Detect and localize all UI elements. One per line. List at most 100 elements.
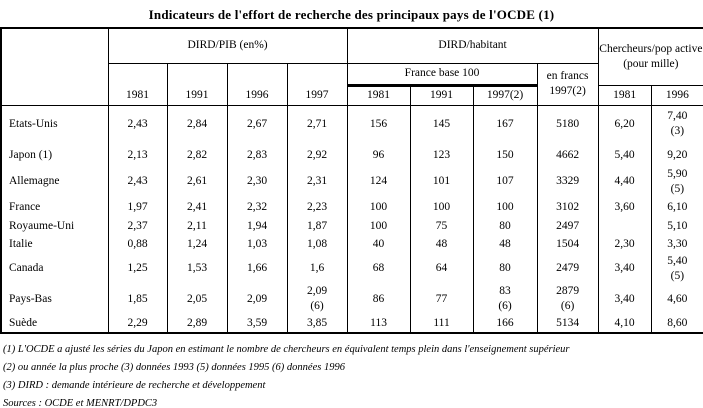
value-cell: 3,40 [597,253,652,284]
value-cell: 1,85 [107,283,168,315]
value-cell: 1,53 [166,253,228,284]
value-cell: 8,60 [650,314,703,333]
table-row: Etats-Unis 2,43 2,84 2,67 2,71 156 145 167 5180 6… [0,105,703,143]
table-row: Royaume-Uni 2,37 2,11 1,94 1,87 100 75 80 2497 5,… [0,217,703,235]
value-cell: 5,10 [650,217,703,235]
value-cell: 2,41 [166,196,228,218]
table-row: Canada 1,25 1,53 1,66 1,6 68 64 80 2479 3,40 5,40 … [0,253,703,284]
value-cell: 4,10 [597,314,652,333]
value-cell: 101 [409,167,474,197]
value-cell: 145 [409,105,474,143]
value-cell: 156 [346,105,411,143]
value-cell: 150 [472,143,538,167]
value-cell: 1,94 [226,217,288,235]
value-cell: 4,60 [650,283,703,315]
value-cell: 48 [472,234,538,254]
value-cell: 1,97 [107,196,168,218]
country-cell: Suède [0,314,109,333]
value-cell: 2,09 [226,283,288,315]
value-cell: 2,05 [166,283,228,315]
value-cell: 2497 [536,217,599,235]
year-header: 1997 [286,62,348,106]
footnotes: (1) L'OCDE a ajusté les séries du Japon … [0,334,703,408]
value-cell: 2,92 [286,143,348,167]
table-row: Suède 2,29 2,89 3,59 3,85 113 111 166 5134 4,10 8,… [0,314,703,333]
value-cell: 2,30 [226,167,288,197]
value-cell: 124 [346,167,411,197]
value-cell: 1,03 [226,234,288,254]
country-cell: Allemagne [0,167,109,197]
value-cell: 1,25 [107,253,168,284]
table-row: Pays-Bas 1,85 2,05 2,09 2,09 (6) 86 77 83 (6) 28… [0,283,703,315]
group-header-chercheurs: Chercheurs/pop active (pour mille) [597,27,703,86]
subgroup-header-france-base-100: France base 100 [346,62,538,87]
value-cell: 3102 [536,196,599,218]
table-header: DIRD/PIB (en%) DIRD/habitant Chercheurs/… [0,27,703,106]
value-cell: 2,09 (6) [286,283,348,315]
note-line: Sources : OCDE et MENRT/DPDC3 [3,398,158,408]
value-cell: 80 [472,217,538,235]
value-cell: 3,40 [597,283,652,315]
value-cell: 2,23 [286,196,348,218]
country-cell: Japon (1) [0,143,109,167]
value-cell: 75 [409,217,474,235]
year-header: 1997(2) [472,84,538,106]
value-cell: 167 [472,105,538,143]
country-cell: Italie [0,234,109,254]
value-cell: 86 [346,283,411,315]
country-cell: Canada [0,253,109,284]
value-cell: 100 [409,196,474,218]
value-cell: 5,90 (5) [650,167,703,197]
value-cell: 68 [346,253,411,284]
year-header: 1991 [409,84,474,106]
subgroup-header-en-francs: en francs 1997(2) [536,62,599,106]
value-cell: 2479 [536,253,599,284]
country-cell: Pays-Bas [0,283,109,315]
group-header-dird-pib: DIRD/PIB (en%) [107,27,348,64]
value-cell: 2,32 [226,196,288,218]
country-cell: Etats-Unis [0,105,109,143]
value-cell: 1504 [536,234,599,254]
value-cell: 2,13 [107,143,168,167]
value-cell: 100 [472,196,538,218]
value-cell: 77 [409,283,474,315]
value-cell: 80 [472,253,538,284]
value-cell: 2,67 [226,105,288,143]
value-cell: 1,24 [166,234,228,254]
indicators-table: DIRD/PIB (en%) DIRD/habitant Chercheurs/… [0,27,703,334]
value-cell: 0,88 [107,234,168,254]
value-cell: 2,83 [226,143,288,167]
note-line: (1) L'OCDE a ajusté les séries du Japon … [3,343,570,355]
table-body: Etats-Unis 2,43 2,84 2,67 2,71 156 145 167 5180 6… [0,105,703,333]
value-cell: 2,82 [166,143,228,167]
country-cell: France [0,196,109,218]
value-cell: 48 [409,234,474,254]
year-header: 1981 [346,84,411,106]
value-cell: 166 [472,314,538,333]
value-cell: 2,11 [166,217,228,235]
value-cell: 2,29 [107,314,168,333]
year-header: 1981 [107,62,168,106]
value-cell: 5,40 [597,143,652,167]
value-cell: 83 (6) [472,283,538,315]
value-cell: 1,87 [286,217,348,235]
value-cell: 111 [409,314,474,333]
value-cell: 3,59 [226,314,288,333]
value-cell: 5,40 (5) [650,253,703,284]
value-cell: 6,20 [597,105,652,143]
value-cell: 5134 [536,314,599,333]
value-cell: 9,20 [650,143,703,167]
value-cell: 3329 [536,167,599,197]
value-cell: 2,89 [166,314,228,333]
value-cell: 5180 [536,105,599,143]
table-row: Italie 0,88 1,24 1,03 1,08 40 48 48 1504 2,30 3,30 [0,234,703,254]
value-cell: 64 [409,253,474,284]
note-line: (2) ou année la plus proche (3) données … [3,361,345,373]
table-row: Japon (1) 2,13 2,82 2,83 2,92 96 123 150 4662 5,4… [0,143,703,167]
value-cell: 2,43 [107,105,168,143]
value-cell: 2,84 [166,105,228,143]
value-cell: 96 [346,143,411,167]
value-cell: 2,43 [107,167,168,197]
value-cell: 6,10 [650,196,703,218]
